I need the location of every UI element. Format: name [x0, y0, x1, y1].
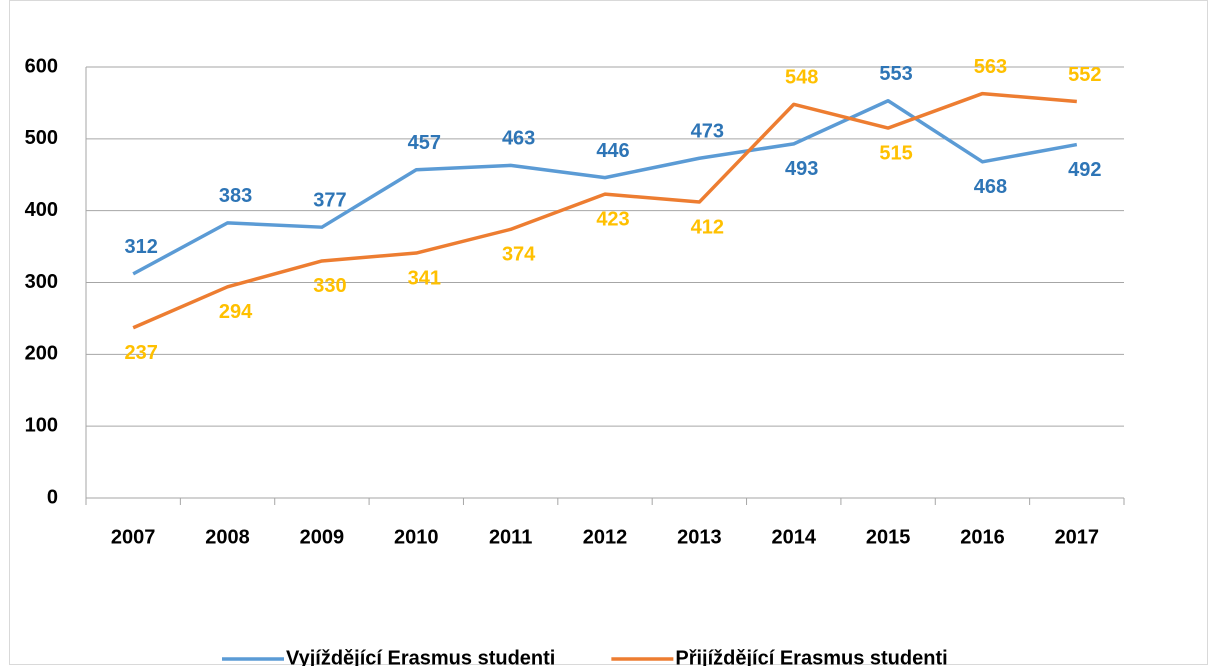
y-tick-label: 500	[25, 127, 58, 149]
data-label: 330	[313, 275, 346, 297]
data-label: 468	[974, 176, 1007, 198]
x-tick-label: 2015	[866, 526, 911, 548]
line	[132, 99, 1078, 276]
data-label: 237	[124, 342, 157, 364]
data-label: 515	[879, 142, 912, 164]
data-label: 463	[502, 128, 535, 150]
data-label: 377	[313, 189, 346, 211]
x-tick-label: 2011	[489, 526, 532, 548]
y-tick-label: 300	[25, 271, 58, 293]
data-label: 412	[691, 216, 724, 238]
data-label: 563	[974, 56, 1007, 78]
data-label: 457	[408, 132, 441, 154]
data-label: 493	[785, 158, 818, 180]
y-tick-label: 400	[25, 199, 58, 221]
x-tick-label: 2007	[111, 526, 156, 548]
y-tick-label: 200	[25, 343, 58, 365]
legend-label: Přijíždějící Erasmus studenti	[675, 647, 947, 666]
x-tick-label: 2009	[300, 526, 345, 548]
x-tick-label: 2014	[771, 526, 816, 548]
x-tick-label: 2008	[205, 526, 250, 548]
data-label: 548	[785, 67, 818, 89]
x-tick-label: 2016	[960, 526, 1005, 548]
y-tick-label: 100	[25, 414, 58, 436]
legend-label: Vyjíždějící Erasmus studenti	[286, 647, 555, 666]
data-label: 446	[596, 140, 629, 162]
data-label: 553	[879, 63, 912, 85]
x-tick-label: 2010	[394, 526, 439, 548]
data-label: 473	[691, 121, 724, 143]
x-tick-label: 2017	[1055, 526, 1100, 548]
line	[132, 91, 1077, 330]
data-label: 492	[1068, 159, 1101, 181]
data-label: 312	[124, 236, 157, 258]
data-label: 552	[1068, 64, 1101, 86]
data-label: 341	[408, 267, 441, 289]
data-label: 423	[596, 208, 629, 230]
y-tick-label: 600	[25, 55, 58, 77]
data-label: 374	[502, 244, 536, 266]
y-tick-label: 0	[47, 486, 58, 508]
x-tick-label: 2012	[583, 526, 628, 548]
chart-frame	[9, 0, 1208, 665]
data-label: 294	[219, 301, 253, 323]
x-tick-label: 2013	[677, 526, 722, 548]
data-label: 383	[219, 185, 252, 207]
